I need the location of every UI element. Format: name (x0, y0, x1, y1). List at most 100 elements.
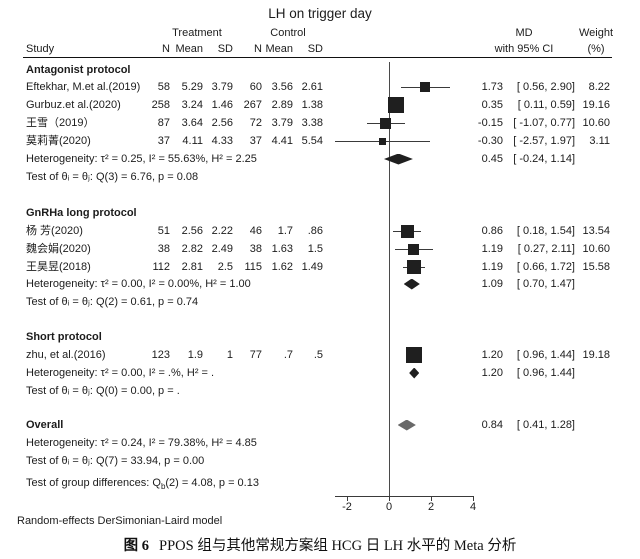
subscript-b: b (160, 482, 166, 492)
md-value: -0.30 (477, 135, 503, 147)
overall-md-value: 0.84 (481, 419, 503, 431)
model-note: Random-effects DerSimonian-Laird model (17, 515, 223, 527)
study-label: Gurbuz.et al.(2020) (26, 99, 121, 111)
md-value: 1.20 (481, 349, 503, 361)
effect-square (406, 260, 421, 274)
weight-value: 13.54 (582, 225, 610, 237)
group-difference-test-text: Test of group differences: Qb(2) = 4.08,… (26, 477, 259, 492)
header-row-columns: Study N Mean SD N Mean SD with 95% CI (%… (0, 40, 640, 58)
control-n-header: N (254, 43, 262, 55)
overall-ci-value: [ 0.41, 1.28] (516, 419, 575, 431)
test-text: Test of θᵢ = θⱼ: Q(2) = 0.61, p = 0.74 (26, 296, 199, 308)
study-row: 魏会娟(2020) 38 2.82 2.49 38 1.63 1.5 1.19 … (0, 240, 640, 258)
study-label: 王雪（2019） (26, 117, 95, 129)
md-value: 0.86 (481, 225, 503, 237)
weight-value: 15.58 (582, 261, 610, 273)
ci-value: [ -1.07, 0.77] (513, 117, 575, 129)
study-label: 莫莉菁(2020) (26, 135, 91, 147)
null-effect-line (389, 62, 390, 496)
figure-caption: 图 6 PPOS 组与其他常规方案组 HCG 日 LH 水平的 Meta 分析 (123, 538, 517, 554)
overall-heading: Overall (26, 419, 64, 431)
section-heading: Antagonist protocol (26, 64, 131, 76)
control-group-header: Control (270, 27, 306, 39)
study-row: zhu, et al.(2016) 123 1.9 1 77 .7 .5 1.2… (0, 346, 640, 364)
pooled-ci-value: [ 0.96, 1.44] (516, 367, 575, 379)
md-value: 0.35 (481, 99, 503, 111)
overall-row: Overall 0.84 [ 0.41, 1.28] (0, 416, 640, 434)
heterogeneity-text: Heterogeneity: τ² = 0.24, I² = 79.38%, H… (26, 437, 257, 449)
md-header-line2: with 95% CI (494, 43, 554, 55)
study-row: 王雪（2019） 87 3.64 2.56 72 3.79 3.38 -0.15… (0, 114, 640, 132)
x-axis-tick (347, 496, 348, 501)
treatment-sd-header: SD (217, 43, 233, 55)
ci-value: [ 0.96, 1.44] (516, 349, 575, 361)
ci-value: [ 0.56, 2.90] (516, 81, 575, 93)
test-row: Test of θᵢ = θⱼ: Q(7) = 33.94, p = 0.00 (0, 452, 640, 470)
study-row: 杨 芳(2020) 51 2.56 2.22 46 1.7 .86 0.86 [… (0, 222, 640, 240)
study-row: 王昊昱(2018) 112 2.81 2.5 115 1.62 1.49 1.1… (0, 258, 640, 276)
pooled-ci-value: [ -0.24, 1.14] (513, 153, 575, 165)
effect-square (408, 243, 420, 255)
study-column-header: Study (26, 43, 55, 55)
md-header-line1: MD (515, 27, 533, 39)
weight-value: 10.60 (582, 117, 610, 129)
study-label: Eftekhar, M.et al.(2019) (26, 81, 141, 93)
header-row-groups: Treatment Control MD Weight (0, 24, 640, 42)
heterogeneity-row: Heterogeneity: τ² = 0.24, I² = 79.38%, H… (0, 434, 640, 452)
x-axis-tick-label: 0 (385, 501, 393, 513)
weight-header-line2: (%) (587, 43, 605, 55)
study-label: 魏会娟(2020) (26, 243, 91, 255)
effect-square (380, 117, 392, 129)
x-axis-tick (389, 496, 390, 501)
weight-value: 8.22 (588, 81, 610, 93)
heterogeneity-text: Heterogeneity: τ² = 0.25, I² = 55.63%, H… (26, 153, 257, 165)
study-row: Eftekhar, M.et al.(2019) 58 5.29 3.79 60… (0, 78, 640, 96)
heterogeneity-text: Heterogeneity: τ² = 0.00, I² = .%, H² = … (26, 367, 215, 379)
pooled-diamond (409, 367, 420, 379)
heterogeneity-text: Heterogeneity: τ² = 0.00, I² = 0.00%, H²… (26, 278, 251, 290)
study-row: 莫莉菁(2020) 37 4.11 4.33 37 4.41 5.54 -0.3… (0, 132, 640, 150)
pooled-md-value: 1.09 (481, 278, 503, 290)
ci-value: [ 0.18, 1.54] (516, 225, 575, 237)
effect-square (400, 224, 414, 238)
test-row: Test of θᵢ = θⱼ: Q(3) = 6.76, p = 0.08 (0, 168, 640, 186)
effect-square (388, 97, 405, 113)
pooled-md-value: 0.45 (481, 153, 503, 165)
figure-number: 图 6 (123, 538, 150, 554)
weight-value: 10.60 (582, 243, 610, 255)
ci-value: [ -2.57, 1.97] (513, 135, 575, 147)
effect-square (379, 137, 387, 145)
md-value: 1.73 (481, 81, 503, 93)
pooled-diamond (383, 153, 413, 165)
study-row: Gurbuz.et al.(2020) 258 3.24 1.46 267 2.… (0, 96, 640, 114)
group-difference-test-row: Test of group differences: Qb(2) = 4.08,… (0, 474, 640, 492)
md-value: -0.15 (477, 117, 503, 129)
ci-value: [ 0.27, 2.11] (517, 243, 575, 255)
effect-square (406, 347, 423, 363)
pooled-diamond (403, 278, 420, 290)
pooled-ci-value: [ 0.70, 1.47] (516, 278, 575, 290)
test-row: Test of θᵢ = θⱼ: Q(0) = 0.00, p = . (0, 382, 640, 400)
x-axis-tick-label: 2 (427, 501, 435, 513)
x-axis-tick-label: -2 (342, 501, 352, 513)
test-text: Test of θᵢ = θⱼ: Q(0) = 0.00, p = . (26, 385, 180, 397)
test-row: Test of θᵢ = θⱼ: Q(2) = 0.61, p = 0.74 (0, 293, 640, 311)
effect-square (420, 82, 431, 92)
heterogeneity-row: Heterogeneity: τ² = 0.00, I² = 0.00%, H²… (0, 275, 640, 293)
header-divider (23, 57, 612, 59)
weight-value: 19.16 (582, 99, 610, 111)
pooled-md-value: 1.20 (481, 367, 503, 379)
section-heading: Short protocol (26, 331, 102, 343)
ci-value: [ 0.66, 1.72] (516, 261, 575, 273)
test-text: Test of θᵢ = θⱼ: Q(3) = 6.76, p = 0.08 (26, 171, 199, 183)
treatment-n-header: N (162, 43, 170, 55)
study-label: zhu, et al.(2016) (26, 349, 106, 361)
test-text: Test of θᵢ = θⱼ: Q(7) = 33.94, p = 0.00 (26, 455, 205, 467)
chart-title: LH on trigger day (268, 6, 372, 21)
ci-value: [ 0.11, 0.59] (517, 99, 575, 111)
x-axis-tick (473, 496, 474, 501)
control-mean-header: Mean (265, 43, 293, 55)
x-axis-line (335, 496, 474, 497)
study-label: 王昊昱(2018) (26, 261, 91, 273)
